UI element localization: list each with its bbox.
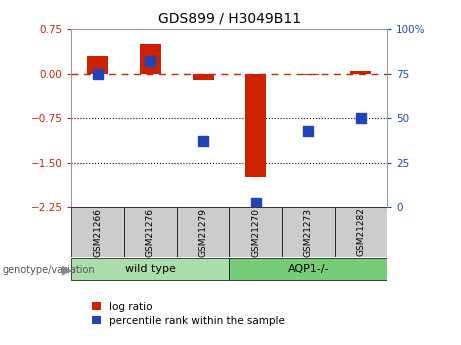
- Bar: [193, 74, 213, 80]
- Text: wild type: wild type: [125, 264, 176, 274]
- Point: [199, 138, 207, 144]
- Text: GSM21279: GSM21279: [199, 207, 207, 257]
- Text: GSM21282: GSM21282: [356, 208, 366, 256]
- Point: [147, 59, 154, 64]
- Bar: [350, 71, 372, 74]
- Text: GSM21266: GSM21266: [93, 207, 102, 257]
- Bar: [140, 44, 161, 74]
- Text: GSM21273: GSM21273: [304, 207, 313, 257]
- Text: AQP1-/-: AQP1-/-: [288, 264, 329, 274]
- Bar: [282, 207, 335, 257]
- Bar: [245, 74, 266, 177]
- Point: [305, 128, 312, 134]
- Text: genotype/variation: genotype/variation: [2, 265, 95, 275]
- Bar: [335, 207, 387, 257]
- Bar: [229, 258, 387, 280]
- Legend: log ratio, percentile rank within the sample: log ratio, percentile rank within the sa…: [93, 302, 285, 326]
- Bar: [71, 258, 230, 280]
- Text: GSM21270: GSM21270: [251, 207, 260, 257]
- Bar: [298, 74, 319, 75]
- Point: [94, 71, 101, 77]
- Bar: [71, 207, 124, 257]
- Text: GSM21276: GSM21276: [146, 207, 155, 257]
- Bar: [229, 207, 282, 257]
- Point: [252, 201, 260, 206]
- Text: ▶: ▶: [62, 263, 72, 276]
- Title: GDS899 / H3049B11: GDS899 / H3049B11: [158, 11, 301, 26]
- Point: [357, 115, 365, 121]
- Bar: [87, 56, 108, 74]
- Bar: [124, 207, 177, 257]
- Bar: [177, 207, 229, 257]
